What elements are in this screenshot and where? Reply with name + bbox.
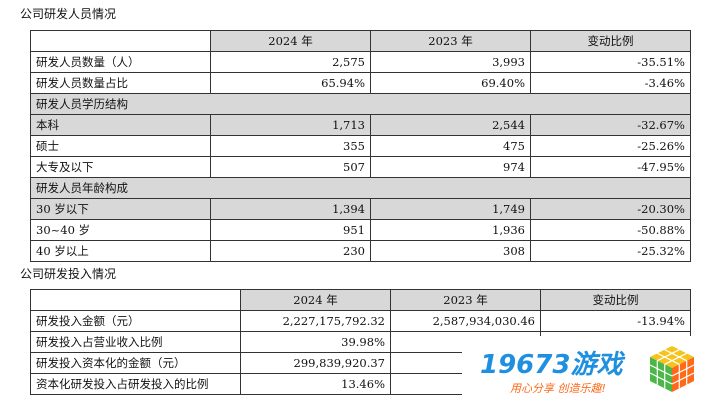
row-label: 40 岁以上	[30, 240, 211, 262]
value-2023: 1,936	[370, 219, 531, 241]
group-header-row: 研发人员学历结构	[30, 93, 691, 115]
header-blank-cell	[30, 289, 241, 311]
group-header-row: 研发人员年龄构成	[30, 177, 691, 199]
value-2023: 1,749	[370, 198, 531, 220]
row-label: 研发人员数量占比	[30, 72, 211, 94]
value-change: -50.88%	[530, 219, 691, 241]
value-2024: 951	[210, 219, 371, 241]
value-2023: 69.40%	[370, 72, 531, 94]
value-change: -47.95%	[530, 156, 691, 178]
header-2024: 2024 年	[210, 30, 371, 52]
value-2024: 39.98%	[240, 331, 391, 353]
header-2024: 2024 年	[240, 289, 391, 311]
group-label-age: 研发人员年龄构成	[30, 177, 691, 199]
value-2023: 475	[370, 135, 531, 157]
table-row: 硕士 355 475 -25.26%	[30, 135, 691, 157]
value-2024: 355	[210, 135, 371, 157]
value-change: -25.26%	[530, 135, 691, 157]
header-2023: 2023 年	[370, 30, 531, 52]
value-change: -20.30%	[530, 198, 691, 220]
row-label: 研发投入占营业收入比例	[30, 331, 241, 353]
value-2024: 65.94%	[210, 72, 371, 94]
section-title-rd-investment: 公司研发投入情况	[20, 267, 117, 281]
row-label: 30~40 岁	[30, 219, 211, 241]
row-label: 本科	[30, 114, 211, 136]
table-row: 研发投入金额（元） 2,227,175,792.32 2,587,934,030…	[30, 310, 691, 332]
header-2023: 2023 年	[390, 289, 541, 311]
value-2023: 2,587,934,030.46	[390, 310, 541, 332]
watermark-slogan: 用心分享 创造乐趣!	[510, 382, 606, 395]
value-2023: 308	[370, 240, 531, 262]
table-row: 本科 1,713 2,544 -32.67%	[30, 114, 691, 136]
row-label: 研发投入金额（元）	[30, 310, 241, 332]
rd-staff-table: 2024 年 2023 年 变动比例 研发人员数量（人） 2,575 3,993…	[30, 30, 691, 262]
table-row: 40 岁以上 230 308 -25.32%	[30, 240, 691, 262]
table-row: 研发人员数量占比 65.94% 69.40% -3.46%	[30, 72, 691, 94]
value-2023: 2,544	[370, 114, 531, 136]
value-2024: 299,839,920.37	[240, 352, 391, 374]
row-label: 研发投入资本化的金额（元）	[30, 352, 241, 374]
value-2024: 13.46%	[240, 373, 391, 395]
watermark-logo-text: 19673游戏	[480, 350, 623, 380]
value-change: -13.94%	[540, 310, 691, 332]
row-label: 资本化研发投入占研发投入的比例	[30, 373, 241, 395]
value-change: -32.67%	[530, 114, 691, 136]
value-change: -3.46%	[530, 72, 691, 94]
section-title-rd-staff: 公司研发人员情况	[20, 7, 117, 21]
header-change: 变动比例	[540, 289, 691, 311]
table-row: 研发人员数量（人） 2,575 3,993 -35.51%	[30, 51, 691, 73]
group-label-education: 研发人员学历结构	[30, 93, 691, 115]
value-2023: 3,993	[370, 51, 531, 73]
table-header-row: 2024 年 2023 年 变动比例	[30, 30, 691, 52]
cube-logo-icon	[649, 346, 695, 392]
value-2024: 507	[210, 156, 371, 178]
value-change: -25.32%	[530, 240, 691, 262]
value-2024: 230	[210, 240, 371, 262]
row-label: 30 岁以下	[30, 198, 211, 220]
value-2024: 1,713	[210, 114, 371, 136]
header-change: 变动比例	[530, 30, 691, 52]
value-2023: 974	[370, 156, 531, 178]
site-watermark: 19673游戏 用心分享 创造乐趣!	[462, 336, 710, 409]
row-label: 硕士	[30, 135, 211, 157]
row-label: 研发人员数量（人）	[30, 51, 211, 73]
value-2024: 1,394	[210, 198, 371, 220]
header-blank-cell	[30, 30, 211, 52]
value-2024: 2,575	[210, 51, 371, 73]
value-2024: 2,227,175,792.32	[240, 310, 391, 332]
table-row: 30 岁以下 1,394 1,749 -20.30%	[30, 198, 691, 220]
value-change: -35.51%	[530, 51, 691, 73]
table-row: 30~40 岁 951 1,936 -50.88%	[30, 219, 691, 241]
table-header-row: 2024 年 2023 年 变动比例	[30, 289, 691, 311]
row-label: 大专及以下	[30, 156, 211, 178]
table-row: 大专及以下 507 974 -47.95%	[30, 156, 691, 178]
